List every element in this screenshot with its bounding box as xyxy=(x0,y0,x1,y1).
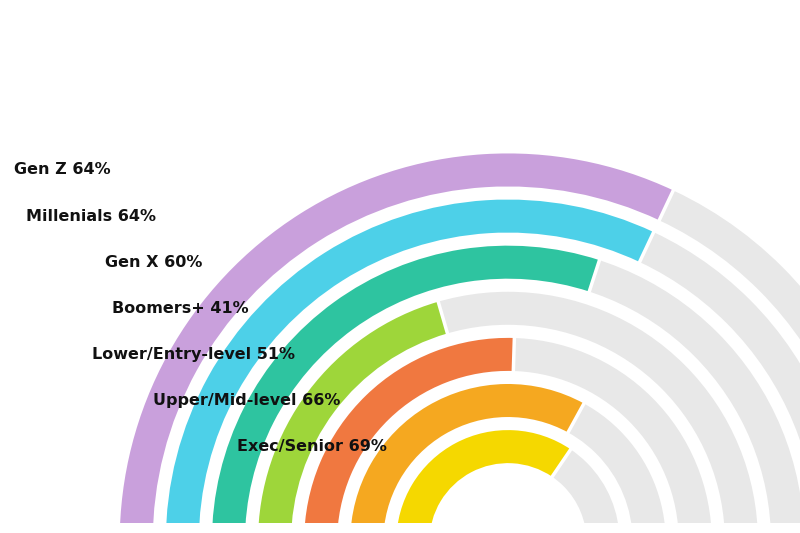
Wedge shape xyxy=(349,382,585,533)
Text: Boomers+ 41%: Boomers+ 41% xyxy=(112,301,249,316)
Wedge shape xyxy=(118,152,674,533)
Wedge shape xyxy=(118,152,800,533)
Wedge shape xyxy=(302,336,514,533)
Text: Gen Z 64%: Gen Z 64% xyxy=(14,163,110,177)
Wedge shape xyxy=(164,198,800,533)
Wedge shape xyxy=(394,429,572,533)
Text: Upper/Mid-level 66%: Upper/Mid-level 66% xyxy=(154,393,341,408)
Wedge shape xyxy=(210,244,800,533)
Wedge shape xyxy=(349,382,667,533)
Wedge shape xyxy=(256,300,448,533)
Wedge shape xyxy=(164,198,654,533)
Text: Exec/Senior 69%: Exec/Senior 69% xyxy=(237,439,387,454)
Text: Lower/Entry-level 51%: Lower/Entry-level 51% xyxy=(92,347,294,362)
Wedge shape xyxy=(302,336,714,533)
Wedge shape xyxy=(256,290,760,533)
Text: Millenials 64%: Millenials 64% xyxy=(26,208,156,223)
Wedge shape xyxy=(210,244,600,533)
Text: Gen X 60%: Gen X 60% xyxy=(105,255,202,270)
Wedge shape xyxy=(394,429,622,533)
